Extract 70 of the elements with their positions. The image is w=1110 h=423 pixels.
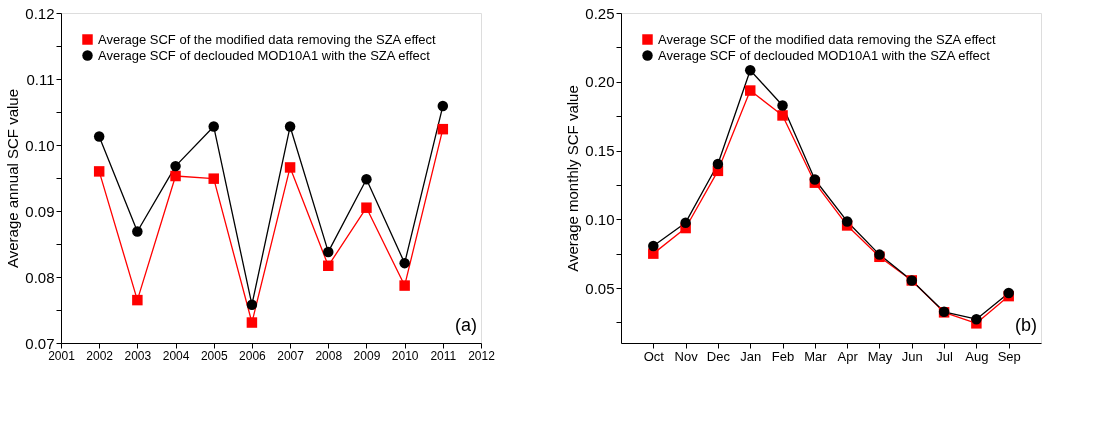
- x-tick-label: Apr: [837, 348, 859, 364]
- point: [93, 166, 105, 177]
- point: [208, 121, 219, 132]
- x-tick-label: 2008: [315, 348, 343, 363]
- point: [323, 246, 334, 258]
- point: [399, 257, 410, 269]
- point: [132, 294, 143, 306]
- x-tick-label: 2010: [391, 348, 419, 363]
- x-tick-label: 2007: [277, 348, 305, 363]
- y-axis-title: Average annual SCF value: [4, 88, 22, 269]
- point: [777, 100, 788, 111]
- x-tick-label: Aug: [965, 348, 989, 364]
- point: [361, 174, 372, 185]
- x-tick-label: 2006: [239, 348, 267, 363]
- point: [93, 131, 105, 142]
- y-tick-label: 0.15: [585, 142, 615, 159]
- point: [284, 162, 296, 173]
- x-tick-label: Jun: [901, 348, 923, 364]
- point: [744, 85, 756, 96]
- point: [170, 160, 181, 172]
- y-tick-label: 0.08: [25, 268, 55, 286]
- point: [712, 158, 724, 170]
- x-tick-label: 2005: [200, 348, 228, 363]
- y-tick-label: 0.12: [25, 4, 55, 22]
- y-tick-label: 0.11: [26, 70, 55, 88]
- point: [841, 216, 853, 227]
- x-tick-label: May: [867, 348, 893, 364]
- x-tick-label: 2012: [468, 348, 496, 363]
- point: [246, 299, 258, 310]
- y-tick-label: 0.05: [585, 279, 615, 297]
- point: [284, 121, 296, 132]
- point: [777, 110, 788, 121]
- x-tick-label: Jan: [740, 348, 762, 364]
- x-tick-label: Oct: [643, 348, 665, 364]
- y-tick-label: 0.09: [25, 202, 55, 220]
- x-tick-label: 2004: [162, 348, 190, 363]
- point: [208, 173, 219, 184]
- x-tick-label: Feb: [771, 348, 795, 364]
- y-tick-label: 0.20: [585, 73, 615, 91]
- legend-label: Average SCF of the modified data removing the SZA effect: [658, 31, 997, 47]
- point: [437, 100, 449, 112]
- point: [680, 217, 691, 228]
- legend-label: Average SCF of the modified data removing the SZA effect: [98, 31, 437, 47]
- annotation: (a): [455, 315, 477, 335]
- point: [323, 260, 334, 272]
- point: [246, 317, 258, 328]
- x-tick-label: 2009: [353, 348, 381, 363]
- y-tick-label: 0.25: [585, 4, 615, 22]
- legend-label: Average SCF of declouded MOD10A1 with the SZA effect: [658, 47, 991, 63]
- x-tick-label: Mar: [804, 348, 828, 364]
- y-axis-title: Average monthly SCF value: [564, 85, 582, 272]
- point: [132, 226, 143, 237]
- point: [744, 64, 756, 76]
- point: [437, 123, 449, 135]
- annotation: (b): [1015, 315, 1037, 335]
- x-tick-label: 2003: [124, 348, 152, 363]
- x-tick-label: 2011: [430, 348, 457, 363]
- x-tick-label: Sep: [997, 348, 1021, 364]
- legend-label: Average SCF of declouded MOD10A1 with the SZA effect: [98, 47, 431, 63]
- x-tick-label: 2002: [86, 348, 114, 363]
- y-tick-label: 0.10: [25, 136, 55, 154]
- point: [170, 170, 181, 182]
- x-tick-label: Nov: [674, 348, 699, 364]
- y-tick-label: 0.10: [585, 210, 615, 228]
- x-tick-label: Dec: [706, 348, 731, 364]
- point: [648, 240, 659, 252]
- point: [361, 202, 372, 213]
- x-tick-label: Jul: [936, 348, 953, 364]
- point: [399, 280, 410, 291]
- point: [971, 313, 982, 325]
